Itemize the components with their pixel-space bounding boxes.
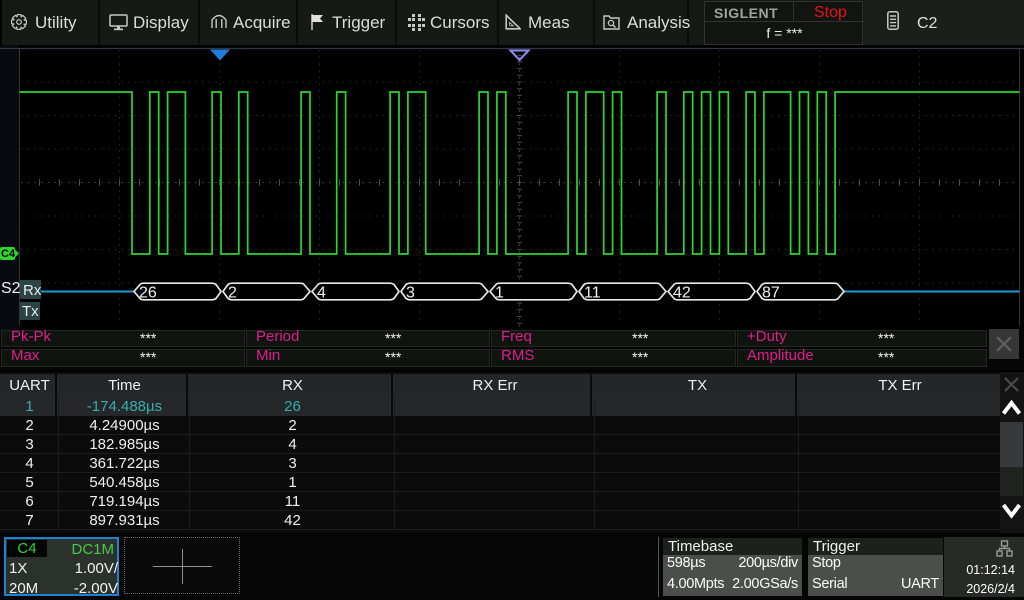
svg-text:87: 87 bbox=[762, 285, 780, 302]
svg-text:4: 4 bbox=[317, 285, 326, 302]
svg-text:C4: C4 bbox=[1, 248, 16, 260]
svg-text:1: 1 bbox=[495, 285, 504, 302]
svg-text:26: 26 bbox=[139, 285, 157, 302]
svg-text:3: 3 bbox=[406, 285, 415, 302]
svg-text:42: 42 bbox=[673, 285, 691, 302]
svg-text:Tx: Tx bbox=[22, 303, 39, 320]
svg-text:Rx: Rx bbox=[23, 282, 42, 299]
svg-text:2: 2 bbox=[228, 285, 237, 302]
svg-text:S2: S2 bbox=[1, 280, 21, 297]
svg-text:11: 11 bbox=[584, 285, 601, 302]
